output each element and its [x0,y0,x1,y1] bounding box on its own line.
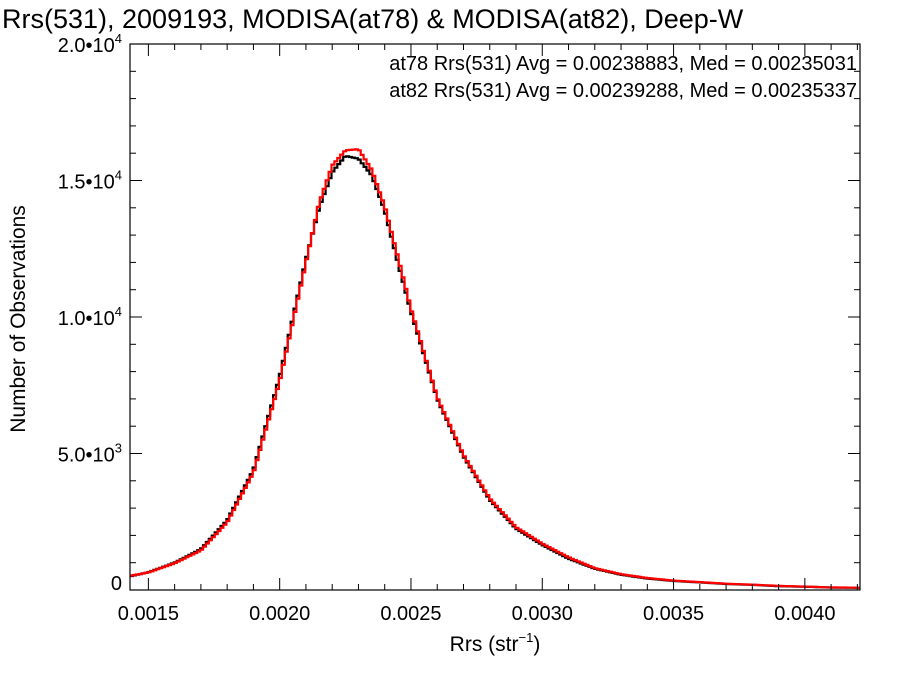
series-line-at78 [130,155,860,589]
y-tick-label: 1.0•104 [58,304,122,330]
y-tick-mantissa: 1.5•10 [58,172,115,194]
y-tick-label: 0 [111,573,122,595]
x-tick-label: 0.0030 [512,603,573,625]
chart-title: Rrs(531), 2009193, MODISA(at78) & MODISA… [2,4,744,34]
x-axis-label-superscript: −1 [519,630,534,645]
x-axis-label-main: Rrs (str [450,633,519,656]
x-tick-label: 0.0020 [249,603,310,625]
y-axis-label: Number of Observations [7,205,30,433]
y-tick-label: 5.0•103 [58,441,122,467]
y-tick-exponent: 3 [115,441,122,456]
x-axis-label: Rrs (str−1) [450,630,541,656]
y-tick-exponent: 4 [115,304,122,319]
y-tick-mantissa: 2.0•10 [58,35,115,57]
y-tick-exponent: 4 [115,168,122,183]
series-line-at82 [130,148,860,589]
annotation-at82-stats: at82 Rrs(531) Avg = 0.00239288, Med = 0.… [389,80,857,102]
y-tick-exponent: 4 [115,31,122,46]
y-tick-mantissa: 1.0•10 [58,308,115,330]
y-tick-label: 2.0•104 [58,31,122,57]
y-tick-mantissa: 0 [111,573,122,595]
annotation-at78-stats: at78 Rrs(531) Avg = 0.00238883, Med = 0.… [389,53,857,75]
y-tick-label: 1.5•104 [58,168,122,194]
x-tick-label: 0.0035 [643,603,704,625]
y-tick-mantissa: 5.0•10 [58,445,115,467]
x-axis-label-suffix: ) [533,633,540,656]
x-tick-label: 0.0015 [118,603,179,625]
plot-area: 0.0015 0.0020 0.0025 0.0030 0.0035 0.0040 0 5.0… [58,31,861,625]
x-tick-label: 0.0025 [380,603,441,625]
x-tick-label: 0.0040 [774,603,835,625]
